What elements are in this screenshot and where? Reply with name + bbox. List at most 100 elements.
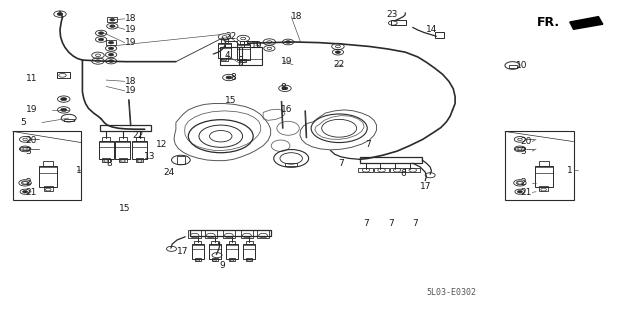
Bar — [39, 166, 57, 187]
Bar — [405, 168, 420, 172]
Bar — [221, 39, 228, 43]
Bar — [538, 161, 548, 166]
Text: 13: 13 — [143, 152, 155, 161]
Circle shape — [108, 47, 113, 50]
Text: 7: 7 — [413, 219, 418, 228]
Text: 3: 3 — [25, 147, 31, 156]
Bar — [106, 40, 116, 45]
Text: 20: 20 — [520, 137, 531, 146]
Text: 14: 14 — [426, 25, 438, 35]
Bar — [389, 168, 404, 172]
Bar — [119, 137, 127, 141]
Bar — [535, 166, 553, 187]
Bar — [13, 132, 81, 200]
Text: 1: 1 — [567, 166, 573, 175]
Bar — [240, 59, 247, 62]
Bar — [225, 41, 237, 47]
Text: 22: 22 — [132, 131, 143, 140]
Text: 7: 7 — [366, 140, 371, 149]
Bar — [64, 119, 74, 121]
Bar — [99, 141, 113, 159]
Bar — [192, 244, 203, 259]
Text: 22: 22 — [226, 32, 237, 41]
Bar — [229, 258, 235, 261]
Bar — [220, 47, 242, 65]
Text: 2: 2 — [520, 178, 526, 187]
Text: 2: 2 — [25, 178, 31, 187]
Circle shape — [108, 60, 113, 62]
Bar — [194, 241, 201, 244]
Circle shape — [98, 38, 104, 41]
Text: 18: 18 — [291, 12, 303, 21]
Bar — [244, 41, 257, 47]
Text: 15: 15 — [118, 204, 130, 213]
Text: 16: 16 — [280, 105, 292, 114]
Bar — [240, 41, 247, 44]
Bar — [246, 241, 253, 244]
Bar — [434, 32, 444, 38]
Text: 19: 19 — [280, 57, 292, 66]
Circle shape — [110, 25, 115, 28]
Text: 21: 21 — [520, 188, 531, 197]
Text: 6: 6 — [400, 169, 406, 178]
Circle shape — [61, 108, 67, 111]
Bar — [391, 20, 406, 25]
Bar — [44, 187, 53, 191]
Bar — [100, 125, 151, 132]
Text: 17: 17 — [177, 247, 188, 257]
Bar — [539, 187, 548, 191]
Bar — [505, 132, 573, 200]
Circle shape — [61, 98, 67, 101]
Text: 18: 18 — [125, 14, 136, 23]
Circle shape — [108, 41, 113, 44]
Bar — [257, 230, 269, 238]
Text: 5L03-E0302: 5L03-E0302 — [426, 288, 476, 297]
Bar — [136, 158, 143, 162]
Text: 23: 23 — [386, 10, 398, 19]
Bar — [212, 258, 217, 261]
Text: 18: 18 — [125, 77, 136, 86]
Bar — [190, 230, 270, 236]
Text: 9: 9 — [220, 261, 225, 270]
Bar — [177, 156, 185, 164]
Text: 22: 22 — [333, 60, 344, 69]
Bar — [43, 161, 53, 166]
Text: 17: 17 — [420, 181, 432, 190]
Bar — [102, 158, 110, 162]
Bar — [240, 47, 262, 65]
Text: 19: 19 — [125, 86, 136, 95]
Text: 20: 20 — [25, 136, 36, 146]
Bar — [510, 65, 517, 68]
Bar — [208, 244, 220, 259]
Bar — [360, 157, 422, 163]
Text: 8: 8 — [231, 73, 237, 82]
Text: 10: 10 — [516, 61, 527, 70]
Bar — [218, 43, 231, 58]
Bar — [237, 44, 250, 60]
Circle shape — [336, 51, 341, 53]
Bar — [223, 230, 235, 238]
Polygon shape — [570, 17, 603, 29]
Bar — [374, 168, 389, 172]
Text: 21: 21 — [25, 188, 36, 197]
Text: 7: 7 — [387, 219, 394, 228]
Bar — [221, 58, 228, 61]
Text: 11: 11 — [26, 74, 38, 83]
Circle shape — [518, 190, 523, 193]
Bar — [102, 137, 110, 141]
Bar — [58, 72, 70, 78]
Text: 8: 8 — [106, 159, 112, 168]
Text: 3: 3 — [520, 147, 526, 156]
Bar — [359, 168, 374, 172]
Text: FR.: FR. — [536, 15, 560, 28]
Text: 19: 19 — [26, 105, 38, 114]
Circle shape — [282, 87, 288, 90]
Text: 12: 12 — [156, 140, 167, 148]
Bar — [285, 163, 297, 166]
Circle shape — [23, 190, 28, 193]
Bar — [136, 137, 144, 141]
Text: 19: 19 — [125, 38, 136, 47]
Bar — [241, 230, 253, 238]
Bar — [195, 258, 201, 261]
Bar — [205, 230, 217, 238]
